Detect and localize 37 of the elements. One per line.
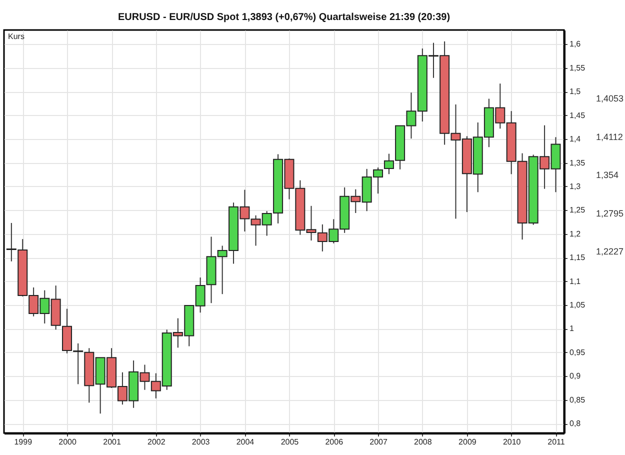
y-tick-label: 0,95: [570, 348, 586, 357]
y-tick-label: 1,25: [570, 206, 586, 215]
x-tick-label: 2000: [58, 438, 77, 446]
x-tick-label: 1999: [14, 438, 33, 446]
y-tick-label: 1,45: [570, 110, 586, 120]
y-tick-label: 1,5: [570, 87, 582, 96]
y-axis-title: Kurs: [8, 32, 24, 41]
text: 1,4112: [596, 132, 623, 142]
x-tick-label: 2002: [148, 438, 166, 446]
text: 1,354: [596, 170, 619, 180]
y-tick-label: 1,4: [570, 134, 582, 144]
text: 1,4053: [596, 94, 624, 104]
y-tick-label: 1,55: [570, 63, 586, 72]
y-tick-label: 1,35: [570, 158, 586, 168]
text: 1,2227: [596, 246, 624, 257]
y-tick-label: 1,05: [570, 300, 586, 310]
y-tick-label: 0,85: [570, 395, 586, 404]
y-tick-label: 1,2: [570, 229, 582, 238]
x-tick-label: 2010: [502, 438, 522, 446]
y-tick-label: 1,15: [570, 253, 586, 262]
x-tick-label: 2009: [458, 438, 477, 446]
x-tick-label: 2006: [325, 438, 344, 446]
x-tick-label: 2004: [236, 438, 255, 446]
y-tick-label: 1,6: [570, 40, 582, 49]
x-tick-label: 2003: [192, 438, 210, 446]
chart-title: EURUSD - EUR/USD Spot 1,3893 (+0,67%) Quartalsweise 21:39 (20:39): [118, 12, 450, 23]
y-tick-label: 0,8: [570, 419, 582, 428]
x-tick-label: 2008: [414, 438, 432, 446]
x-tick-label: 2007: [370, 438, 388, 446]
x-tick-label: 2001: [103, 438, 122, 446]
x-tick-label: 2005: [280, 438, 300, 446]
y-tick-label: 0,9: [570, 372, 582, 381]
y-tick-label: 1,3: [570, 182, 582, 191]
y-tick-label: 1: [570, 324, 574, 334]
x-tick-label: 2011: [548, 438, 566, 446]
text: 1,2795: [596, 208, 624, 218]
y-tick-label: 1,1: [570, 276, 582, 286]
